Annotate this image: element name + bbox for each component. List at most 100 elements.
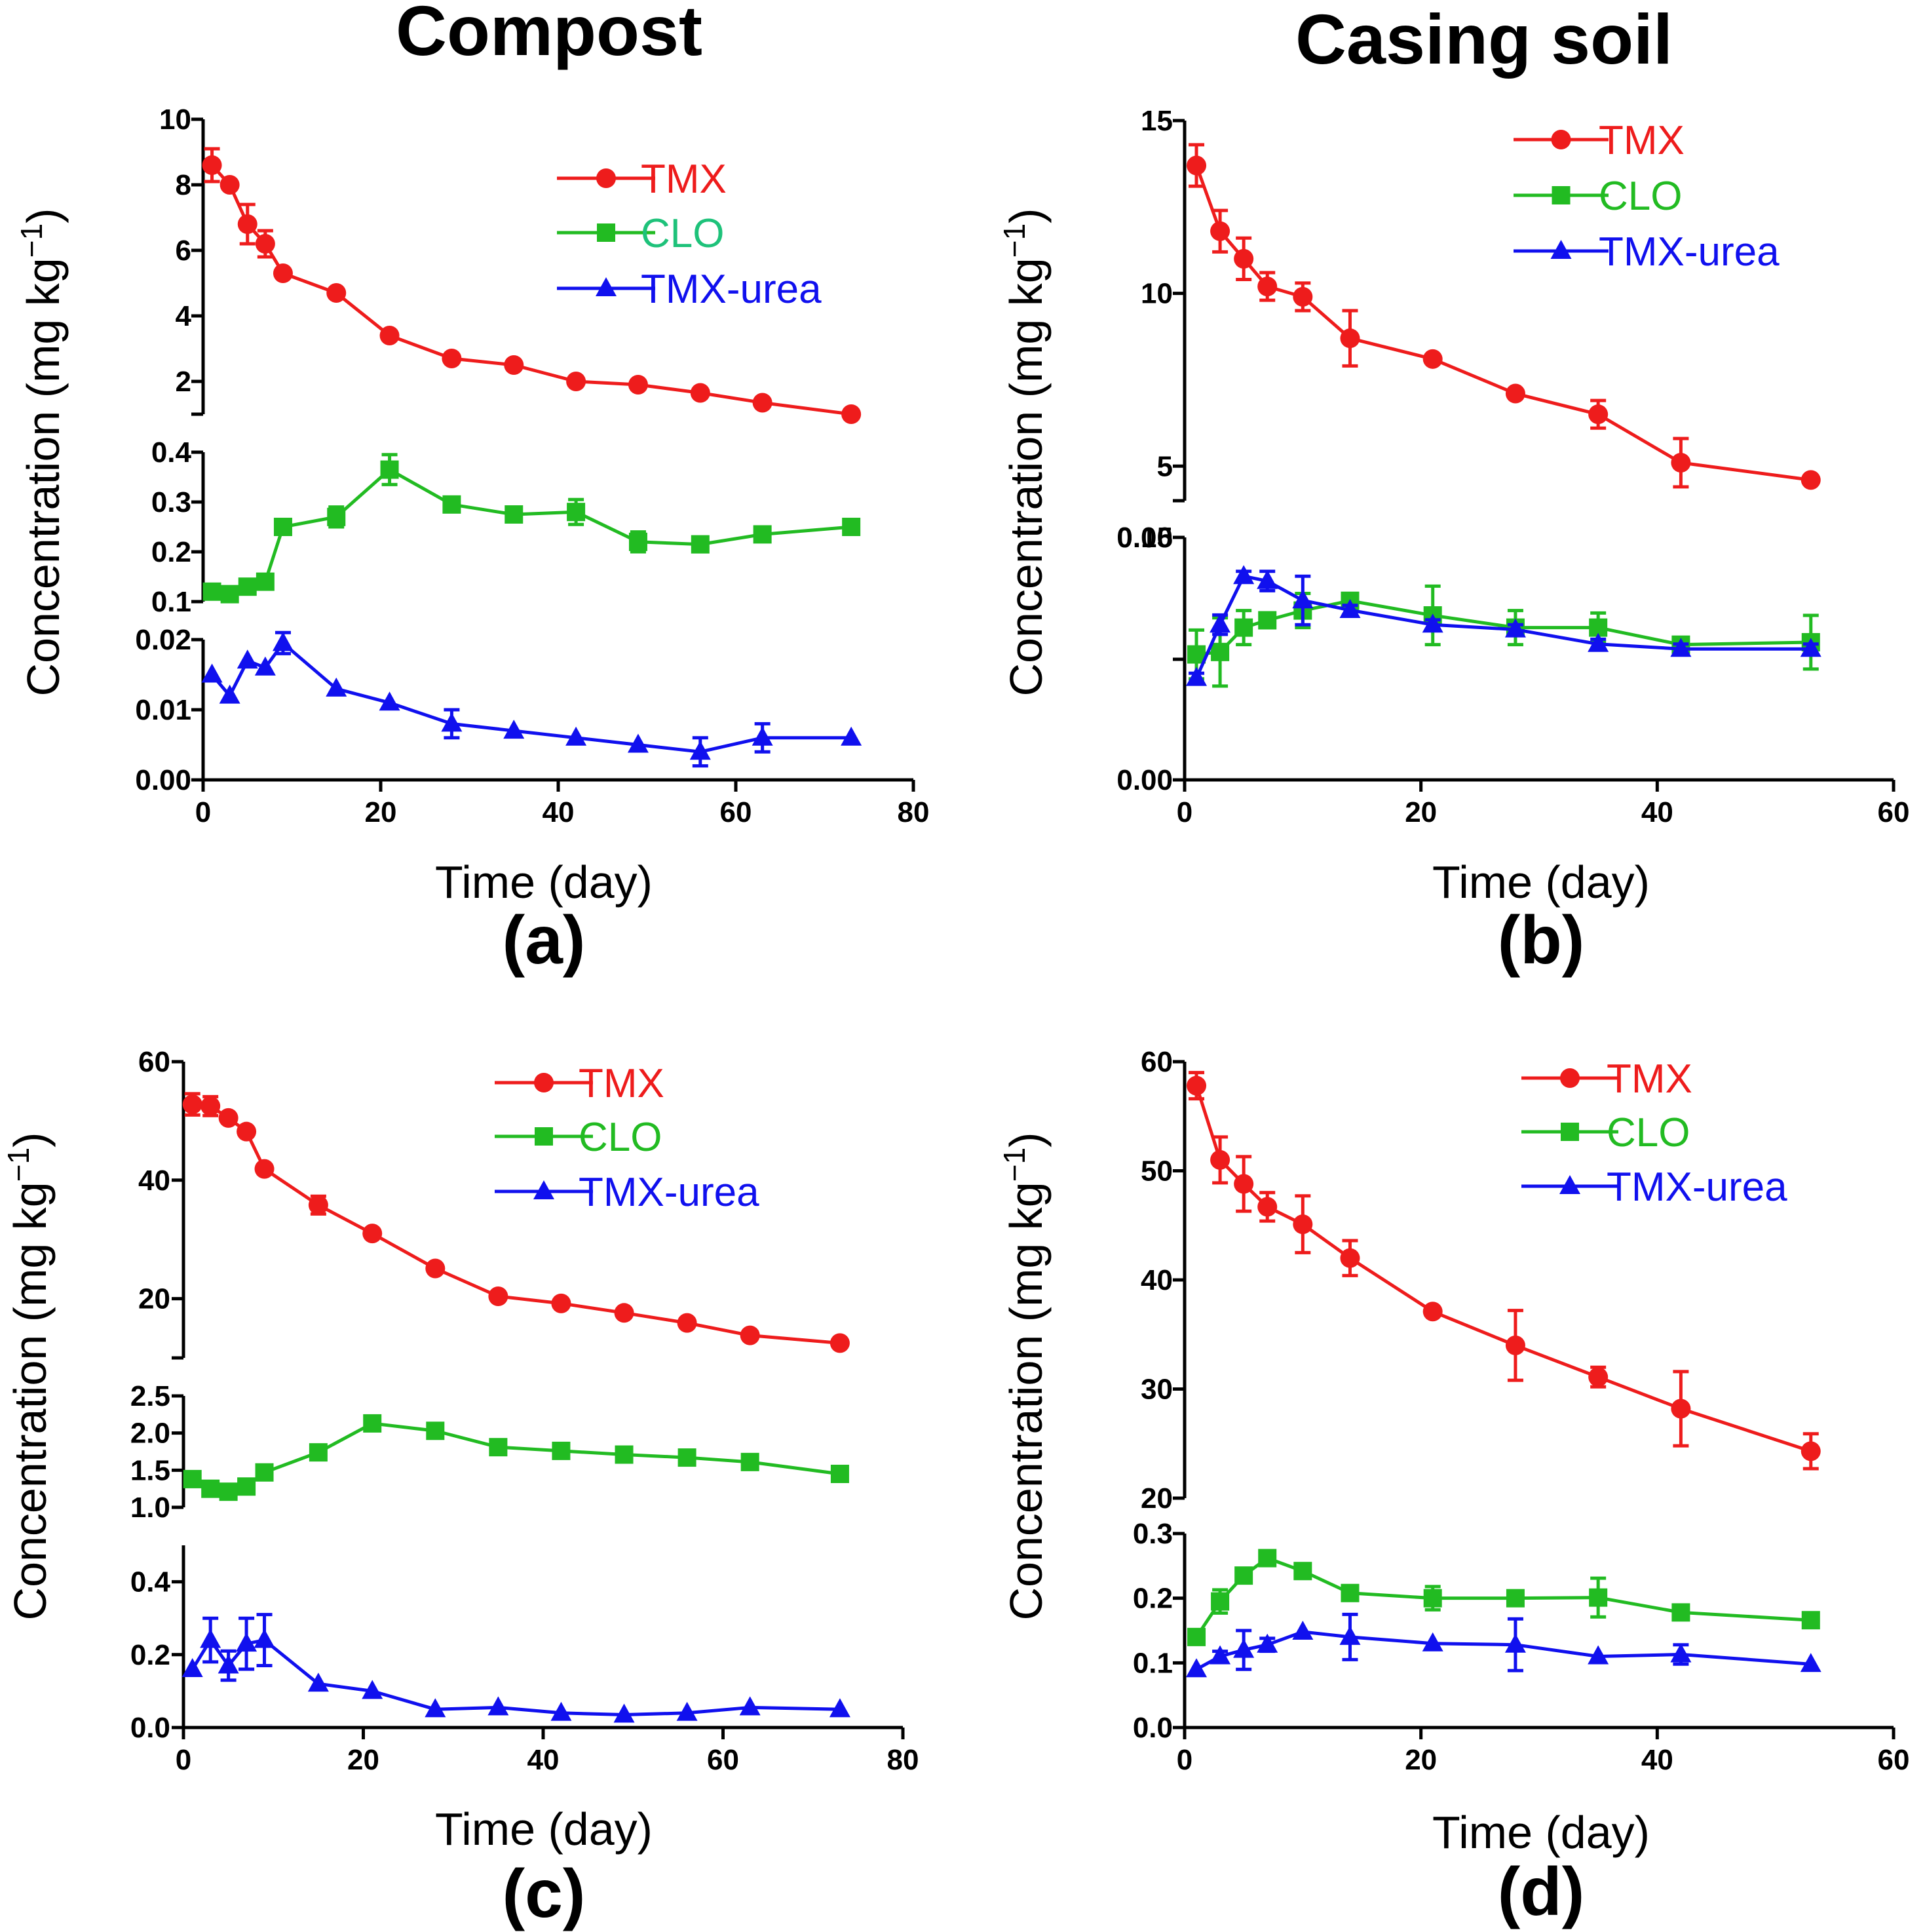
- x-tick-label: 20: [347, 1744, 379, 1776]
- data-point-tmx-urea: [218, 1654, 239, 1674]
- data-point-tmx-urea: [307, 1672, 329, 1692]
- y-tick-label: 5: [1157, 450, 1173, 482]
- data-point-tmx-urea: [362, 1680, 383, 1699]
- data-point-clo: [1211, 1592, 1230, 1611]
- legend: TMX CLO TMX-urea: [1521, 1056, 1787, 1210]
- data-point-tmx-urea: [237, 649, 258, 669]
- y-axis-title-text: Concentration (mg kg: [18, 258, 69, 696]
- data-point-tmx-urea: [1210, 1645, 1231, 1665]
- data-point-clo: [1293, 1562, 1312, 1581]
- data-point-tmx-urea: [1800, 638, 1821, 657]
- y-tick-label: 40: [1141, 1264, 1173, 1296]
- y-tick-label: 8: [176, 169, 191, 201]
- y-tick-label: 6: [176, 235, 191, 267]
- data-point-clo: [202, 582, 221, 601]
- data-point-tmx-urea: [613, 1703, 635, 1723]
- legend-marker-tmx-urea: [533, 1180, 554, 1199]
- y-tick-label: 0.2: [1133, 1583, 1173, 1615]
- data-point-tmx-urea: [236, 1633, 257, 1652]
- column-title-casing-soil: Casing soil: [1295, 0, 1673, 79]
- y-tick-label: 0.3: [151, 486, 191, 518]
- y-tick-label: 0.2: [130, 1639, 170, 1671]
- data-point-clo: [183, 1469, 202, 1488]
- y-tick-label: 2: [176, 366, 191, 398]
- data-point-clo: [327, 507, 346, 526]
- legend-label-tmx: TMX: [1607, 1056, 1692, 1102]
- y-tick-label: 15: [1141, 105, 1173, 137]
- x-axis-title: Time (day): [435, 857, 653, 908]
- data-point-clo: [677, 1448, 696, 1467]
- y-tick-label: 1.5: [130, 1454, 170, 1486]
- data-point-clo: [255, 1463, 274, 1482]
- data-point-tmx-urea: [1588, 632, 1609, 652]
- data-point-tmx: [200, 1096, 221, 1116]
- data-point-tmx: [690, 383, 710, 403]
- y-tick-label: 0.00: [135, 764, 191, 796]
- data-point-tmx: [504, 355, 524, 375]
- data-point-tmx-urea: [326, 677, 347, 697]
- data-point-clo: [740, 1452, 759, 1471]
- data-point-tmx: [308, 1195, 328, 1215]
- data-point-tmx: [1340, 1248, 1360, 1268]
- legend-marker-clo: [1561, 1123, 1579, 1141]
- data-point-tmx: [1187, 155, 1207, 176]
- legend-label-tmx-urea: TMX-urea: [1599, 229, 1780, 275]
- y-axis-title: Concentration (mg kg−1): [997, 1132, 1052, 1621]
- legend-label-tmx: TMX: [579, 1061, 664, 1106]
- data-point-tmx-urea: [272, 632, 294, 651]
- data-point-tmx: [1293, 286, 1313, 307]
- y-tick-label: 0.10: [1116, 522, 1173, 554]
- x-tick-label: 0: [195, 796, 211, 828]
- data-point-clo: [1801, 1611, 1820, 1630]
- y-tick-label: 0.1: [1133, 1647, 1173, 1679]
- data-point-clo: [1423, 1589, 1442, 1608]
- data-point-tmx: [1588, 404, 1609, 425]
- x-tick-label: 40: [1641, 1744, 1673, 1776]
- data-point-tmx: [1505, 383, 1525, 404]
- legend-marker-tmx-urea: [596, 277, 617, 296]
- data-point-tmx: [1257, 1197, 1278, 1217]
- data-point-clo: [753, 525, 772, 544]
- series-tmx: 2 4 6 8 10: [159, 104, 862, 424]
- series-tmx: 20 40 60: [138, 1046, 850, 1360]
- y-axis-title: Concentration (mg kg−1): [14, 208, 69, 697]
- y-tick-label: 0.01: [135, 694, 191, 726]
- data-point-clo: [273, 518, 292, 536]
- series-tmx: 20 30 40 50 60: [1141, 1046, 1821, 1515]
- data-point-tmx: [254, 1159, 275, 1179]
- y-axis-title-close: ): [1001, 1132, 1052, 1148]
- y-axis-title: Concentration (mg kg−1): [997, 208, 1052, 697]
- data-point-clo: [238, 577, 257, 596]
- data-point-clo: [489, 1438, 508, 1457]
- data-point-tmx-urea: [1186, 1658, 1208, 1678]
- series-clo: 1.0 1.5 2.0 2.5: [130, 1380, 849, 1524]
- legend-marker-tmx: [534, 1073, 554, 1092]
- data-point-clo: [830, 1465, 849, 1483]
- data-point-tmx: [1422, 1302, 1443, 1322]
- series-tmx-urea: 0.0 0.2 0.4: [130, 1545, 850, 1744]
- y-tick-label: 2.5: [130, 1380, 170, 1412]
- data-point-clo: [1234, 618, 1253, 637]
- data-point-tmx: [1257, 277, 1278, 297]
- data-point-tmx: [1234, 248, 1254, 269]
- data-point-tmx: [1801, 470, 1821, 490]
- data-point-clo: [1671, 1603, 1690, 1622]
- series-clo: 0.1 0.2 0.3 0.4: [151, 436, 861, 618]
- x-tick-label: 20: [365, 796, 397, 828]
- data-point-tmx: [1588, 1367, 1609, 1387]
- data-point-tmx-urea: [1504, 618, 1526, 638]
- data-point-tmx: [1801, 1441, 1821, 1461]
- x-tick-label: 60: [707, 1744, 739, 1776]
- data-point-tmx: [1293, 1214, 1313, 1235]
- y-axis-title-superscript: −1: [1, 1148, 35, 1182]
- column-title-compost: Compost: [396, 0, 702, 70]
- data-point-tmx: [740, 1325, 760, 1345]
- data-point-clo: [309, 1443, 328, 1462]
- x-tick-label: 20: [1405, 1744, 1437, 1776]
- data-point-tmx: [379, 326, 400, 345]
- data-point-clo: [1211, 642, 1230, 661]
- x-tick-label: 60: [1878, 1744, 1910, 1776]
- x-axis-title: Time (day): [1432, 857, 1650, 908]
